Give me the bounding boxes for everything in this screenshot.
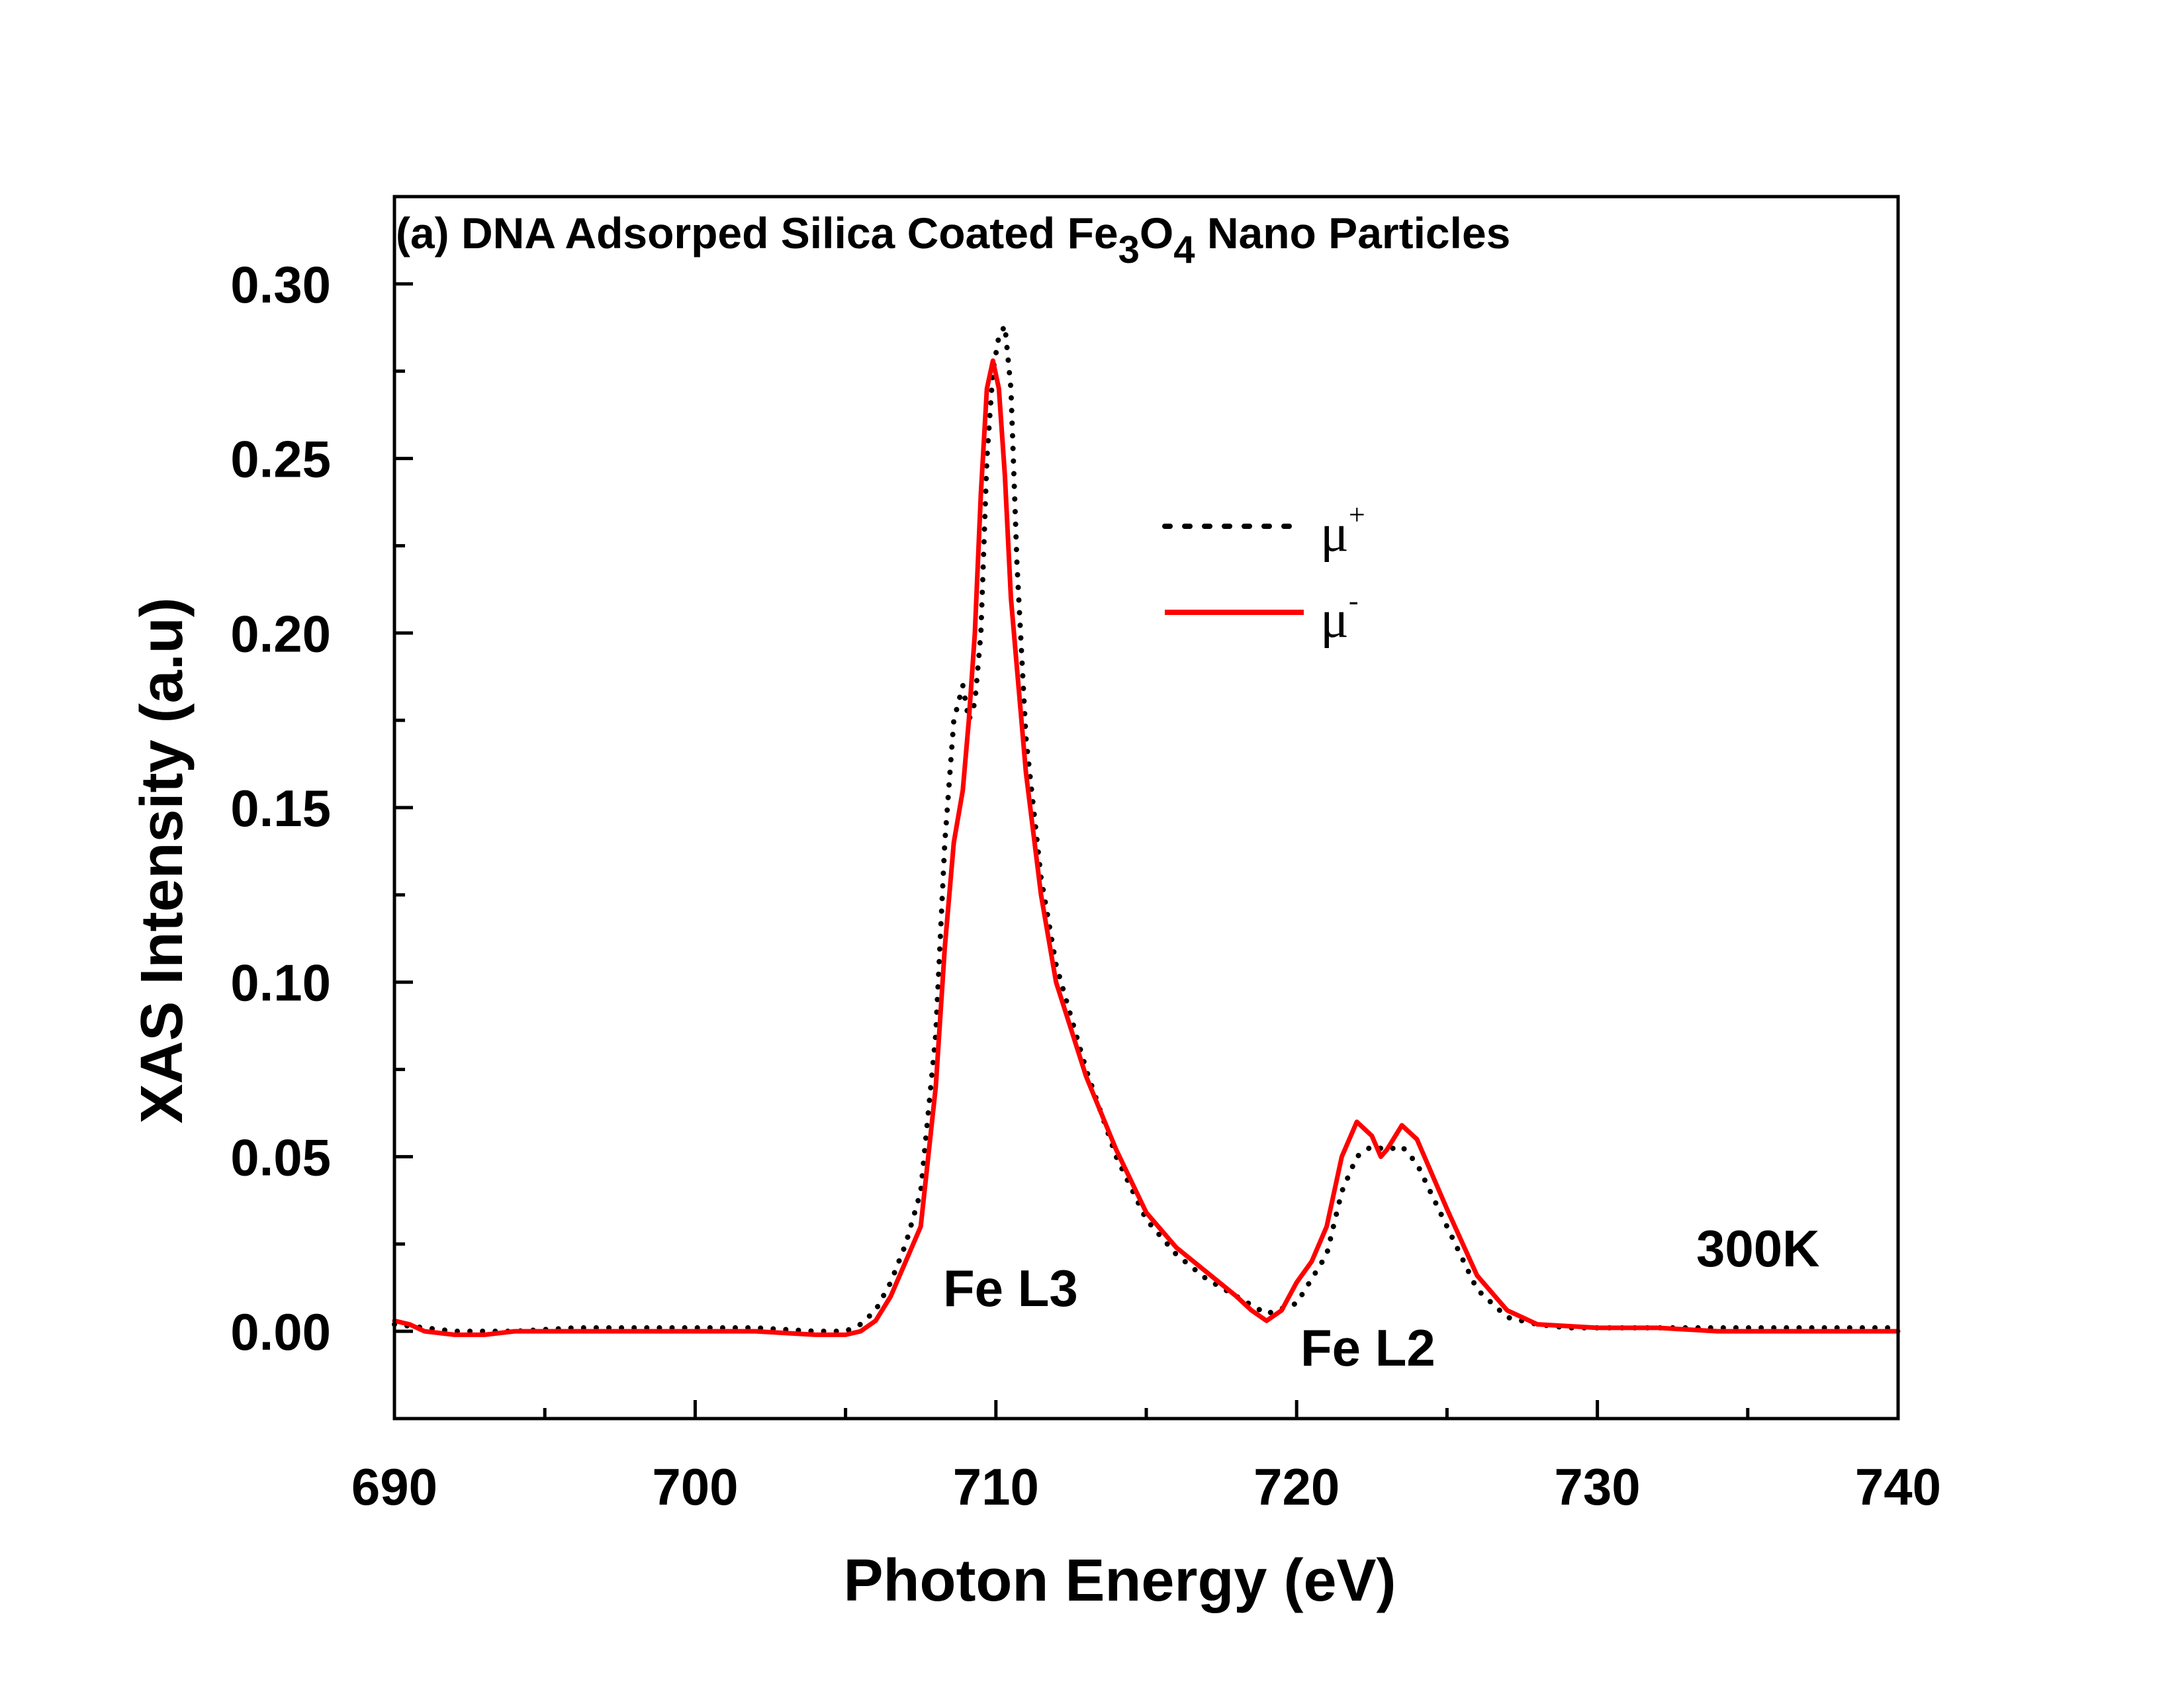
legend: μ+ μ- xyxy=(1162,498,1365,649)
legend-label-mu-minus: μ- xyxy=(1320,585,1359,649)
x-tick-label: 730 xyxy=(1555,1458,1641,1516)
title-sub-2: 4 xyxy=(1173,228,1195,271)
title-prefix: (a) DNA Adsorped Silica Coated Fe xyxy=(396,209,1118,258)
legend-label-mu-plus: μ+ xyxy=(1320,498,1365,563)
y-tick-label: 0.30 xyxy=(230,256,331,314)
title-mid: O xyxy=(1140,209,1173,258)
title-sub-1: 3 xyxy=(1118,228,1140,271)
y-tick-label: 0.00 xyxy=(230,1303,331,1361)
plot-frame xyxy=(392,195,1900,1421)
x-axis-title: Photon Energy (eV) xyxy=(843,1548,1396,1614)
annotation-fe-l3: Fe L3 xyxy=(943,1259,1078,1317)
x-tick-label: 720 xyxy=(1253,1458,1340,1516)
x-ticks: 690 700 710 720 730 740 xyxy=(351,1400,1941,1516)
y-tick-label: 0.15 xyxy=(230,779,331,837)
x-tick-label: 740 xyxy=(1855,1458,1941,1516)
y-ticks: 0.00 0.05 0.10 0.15 0.20 0.25 0.30 xyxy=(230,256,413,1421)
annotation-fe-l2: Fe L2 xyxy=(1300,1319,1435,1377)
series-line-mu-minus xyxy=(392,358,1901,1337)
y-tick-label: 0.20 xyxy=(230,604,331,663)
title-suffix: Nano Particles xyxy=(1195,209,1511,258)
y-axis-title: XAS Intensity (a.u) xyxy=(129,597,195,1123)
y-tick-label: 0.05 xyxy=(230,1128,331,1186)
annotation-temperature: 300K xyxy=(1696,1219,1819,1278)
y-tick-label: 0.25 xyxy=(230,430,331,489)
plot-content xyxy=(392,323,1901,1337)
chart-title: (a) DNA Adsorped Silica Coated Fe3O4 Nan… xyxy=(396,209,1510,271)
x-tick-label: 690 xyxy=(351,1458,437,1516)
y-tick-label: 0.10 xyxy=(230,954,331,1012)
x-tick-label: 710 xyxy=(953,1458,1039,1516)
x-tick-label: 700 xyxy=(652,1458,738,1516)
